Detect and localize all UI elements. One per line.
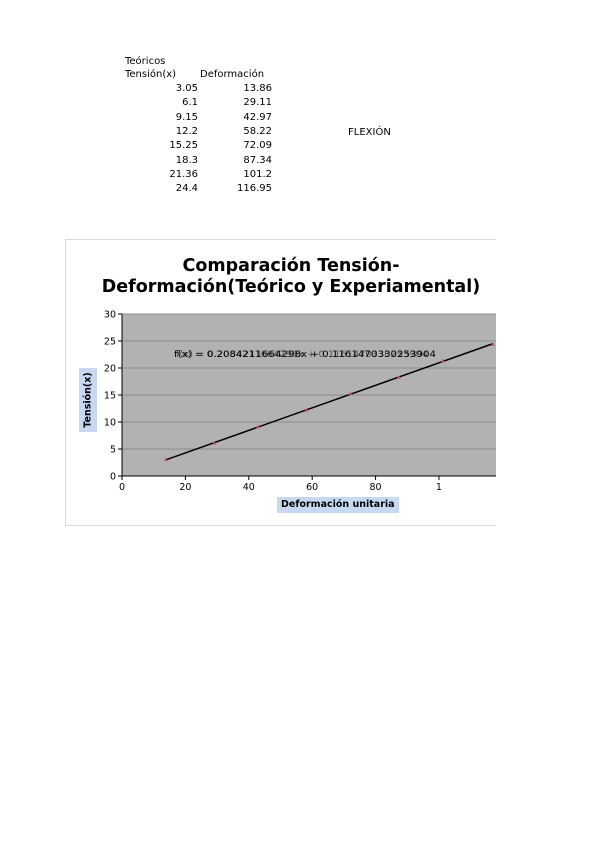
cell-deformacion: 116.95	[237, 183, 272, 195]
trendline	[165, 343, 493, 461]
x-axis-title: Deformación unitaria	[277, 497, 399, 513]
x-tick-label: 80	[370, 482, 382, 493]
cell-tension: 12.2	[175, 125, 198, 137]
chart-container[interactable]: Comparación Tensión- Deformación(Teórico…	[65, 239, 496, 526]
trendline-equation-overlap: f(x) = 0.2084211664298x + 0.116147033025…	[176, 350, 428, 360]
cell-tension: 24.4	[175, 183, 198, 195]
x-tick-label: 40	[243, 482, 255, 493]
trendline-equation: f(x) = 0.2084211664298x + 0.116147033025…	[174, 350, 436, 360]
data-point	[348, 391, 353, 396]
column-header-tension: Tensión(x)	[125, 69, 177, 80]
cell-deformacion: 101.2	[243, 168, 272, 180]
column-header-deformacion: Deformación	[200, 69, 265, 80]
cell-deformacion: 29.11	[243, 97, 272, 109]
chart-title: Comparación Tensión- Deformación(Teórico…	[66, 256, 496, 298]
y-tick-label: 20	[104, 364, 116, 375]
y-tick-label: 25	[104, 337, 116, 348]
data-point	[163, 457, 168, 462]
data-point	[212, 441, 217, 445]
cell-deformacion: 13.86	[243, 83, 272, 94]
cell-tension: 6.1	[182, 97, 198, 109]
y-tick-label: 15	[104, 391, 116, 402]
chart-title-line-2: Deformación(Teórico y Experiamental)	[101, 277, 481, 297]
cell-deformacion: 72.09	[243, 140, 272, 152]
x-tick-label: 0	[119, 482, 125, 493]
section-title: Teóricos	[125, 56, 166, 67]
y-axis-title: Tensión(x)	[82, 372, 94, 428]
data-point	[304, 408, 309, 412]
cell-deformacion: 58.22	[243, 125, 272, 137]
x-tick-label: 60	[306, 482, 318, 493]
cell-tension: 9.15	[175, 111, 198, 123]
data-point	[440, 358, 445, 363]
data-point	[396, 375, 401, 379]
y-tick-label: 0	[110, 472, 116, 483]
chart-plot: 0 5 10 15 20 25 30 0 20 40 60 80 1 f(x) = 0.208421166…	[104, 310, 496, 493]
cell-tension: 21.36	[169, 168, 198, 180]
y-tick-label: 30	[104, 310, 116, 321]
cell-tension: 15.25	[169, 140, 198, 152]
x-tick-label: 1	[436, 482, 442, 493]
x-tick-label: 20	[179, 482, 191, 493]
cell-tension: 18.3	[175, 154, 198, 166]
cell-tension: 3.05	[175, 83, 198, 94]
flexion-label: FLEXIÓN	[348, 127, 391, 138]
y-tick-label: 5	[110, 445, 116, 456]
y-axis-title-box: Tensión(x)	[79, 368, 97, 432]
cell-deformacion: 42.97	[243, 111, 272, 123]
y-tick-label: 10	[104, 418, 116, 429]
cell-deformacion: 87.34	[243, 154, 272, 166]
data-point	[490, 342, 495, 346]
data-point	[256, 424, 261, 429]
chart-title-line-1: Comparación Tensión-	[182, 256, 400, 276]
